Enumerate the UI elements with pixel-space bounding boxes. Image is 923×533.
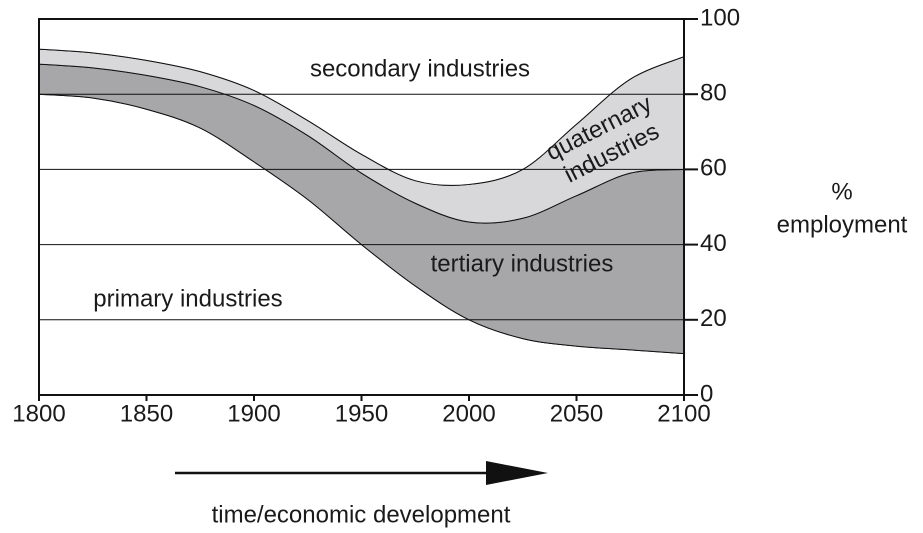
x-tick-label: 1800 bbox=[12, 400, 65, 427]
x-tick-label: 2000 bbox=[442, 400, 495, 427]
x-tick-label: 1850 bbox=[120, 400, 173, 427]
y-tick-label: 0 bbox=[700, 380, 713, 407]
x-axis-label: time/economic development bbox=[212, 501, 511, 528]
y-axis-label: employment bbox=[777, 211, 908, 238]
arrow-head bbox=[486, 461, 548, 485]
x-tick-label: 2050 bbox=[550, 400, 603, 427]
series-label: tertiary industries bbox=[431, 250, 614, 277]
y-tick-label: 40 bbox=[700, 230, 727, 257]
x-tick-label: 1950 bbox=[335, 400, 388, 427]
y-tick-label: 20 bbox=[700, 305, 727, 332]
series-label: secondary industries bbox=[310, 55, 530, 82]
x-tick-label: 2100 bbox=[657, 400, 710, 427]
y-tick-label: 60 bbox=[700, 155, 727, 182]
y-tick-label: 80 bbox=[700, 80, 727, 107]
x-tick-label: 1900 bbox=[227, 400, 280, 427]
top-mask bbox=[37, 0, 684, 18]
y-tick-label: 100 bbox=[700, 4, 740, 31]
series-label: primary industries bbox=[93, 285, 282, 312]
y-axis-label: % bbox=[831, 178, 852, 205]
